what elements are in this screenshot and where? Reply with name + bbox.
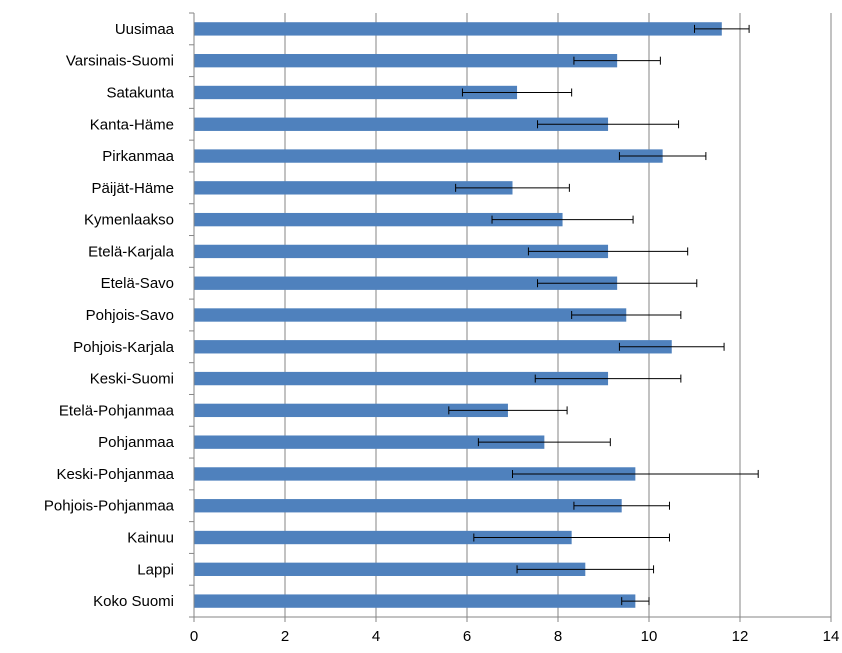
bar-16 (194, 530, 572, 545)
error-bar-12 (448, 406, 568, 415)
category-label-9: Pohjois-Savo (86, 307, 174, 324)
error-bar-3 (537, 120, 680, 129)
x-tick-label-2: 2 (281, 628, 289, 645)
x-tick-label-0: 0 (190, 628, 198, 645)
x-tick-label-14: 14 (823, 628, 840, 645)
bar-7 (194, 244, 609, 259)
bar-3 (194, 117, 609, 131)
error-bar-18 (621, 597, 650, 606)
category-label-7: Etelä-Karjala (88, 243, 175, 260)
error-bar-14 (512, 469, 759, 478)
x-tick-label-10: 10 (641, 628, 658, 645)
category-label-17: Lappi (137, 561, 174, 578)
category-label-3: Kanta-Häme (90, 116, 174, 133)
x-tick-label-12: 12 (732, 628, 749, 645)
bar-5 (194, 181, 513, 195)
bar-6 (194, 212, 563, 227)
x-tick-label-8: 8 (554, 628, 562, 645)
bar-13 (194, 435, 545, 449)
error-bar-13 (477, 438, 611, 447)
category-labels: Uusimaa Varsinais-Suomi Satakunta Kanta-Häm… (44, 21, 175, 610)
bar-4 (194, 149, 663, 163)
bar-17 (194, 562, 586, 576)
error-bar-6 (491, 215, 634, 224)
category-label-0: Uusimaa (115, 21, 175, 38)
bar-12 (194, 403, 508, 418)
bars (194, 22, 722, 608)
bar-9 (194, 308, 627, 322)
x-tick-label-6: 6 (463, 628, 471, 645)
category-label-11: Keski-Suomi (90, 371, 174, 388)
error-bar-9 (571, 311, 682, 319)
bar-14 (194, 467, 636, 481)
bar-2 (194, 85, 518, 100)
category-label-16: Kainuu (127, 530, 174, 547)
error-bar-17 (516, 565, 655, 574)
category-label-14: Keski-Pohjanmaa (56, 466, 174, 483)
error-bar-8 (537, 279, 698, 288)
category-label-15: Pohjois-Pohjanmaa (44, 498, 175, 515)
error-bar-2 (461, 88, 573, 97)
category-label-2: Satakunta (106, 84, 174, 101)
error-bar-5 (455, 183, 570, 192)
error-bar-11 (534, 374, 682, 383)
axes (189, 12, 832, 622)
bar-8 (194, 276, 618, 290)
bar-18 (194, 594, 636, 608)
error-bar-1 (573, 56, 661, 65)
error-bar-16 (473, 533, 670, 542)
category-label-1: Varsinais-Suomi (66, 53, 174, 70)
bar-15 (194, 499, 622, 513)
category-label-6: Kymenlaakso (84, 212, 174, 229)
error-bar-15 (573, 501, 670, 510)
category-label-4: Pirkanmaa (102, 148, 174, 165)
category-label-13: Pohjanmaa (98, 434, 175, 451)
error-bar-10 (618, 342, 725, 351)
x-tick-labels: 0 2 4 6 8 10 12 14 (190, 628, 840, 645)
bar-11 (194, 371, 609, 386)
error-bar-4 (618, 152, 707, 161)
bar-0 (194, 22, 722, 36)
x-tick-label-4: 4 (372, 628, 380, 645)
category-label-12: Etelä-Pohjanmaa (59, 402, 175, 419)
error-bar-0 (694, 24, 750, 33)
category-label-8: Etelä-Savo (101, 275, 174, 292)
error-bar-7 (527, 247, 689, 256)
bar-10 (194, 340, 672, 354)
category-label-5: Päijät-Häme (91, 180, 174, 197)
error-bars (448, 24, 759, 606)
bar-1 (194, 54, 618, 68)
category-label-18: Koko Suomi (93, 593, 174, 610)
category-label-10: Pohjois-Karjala (73, 339, 175, 356)
